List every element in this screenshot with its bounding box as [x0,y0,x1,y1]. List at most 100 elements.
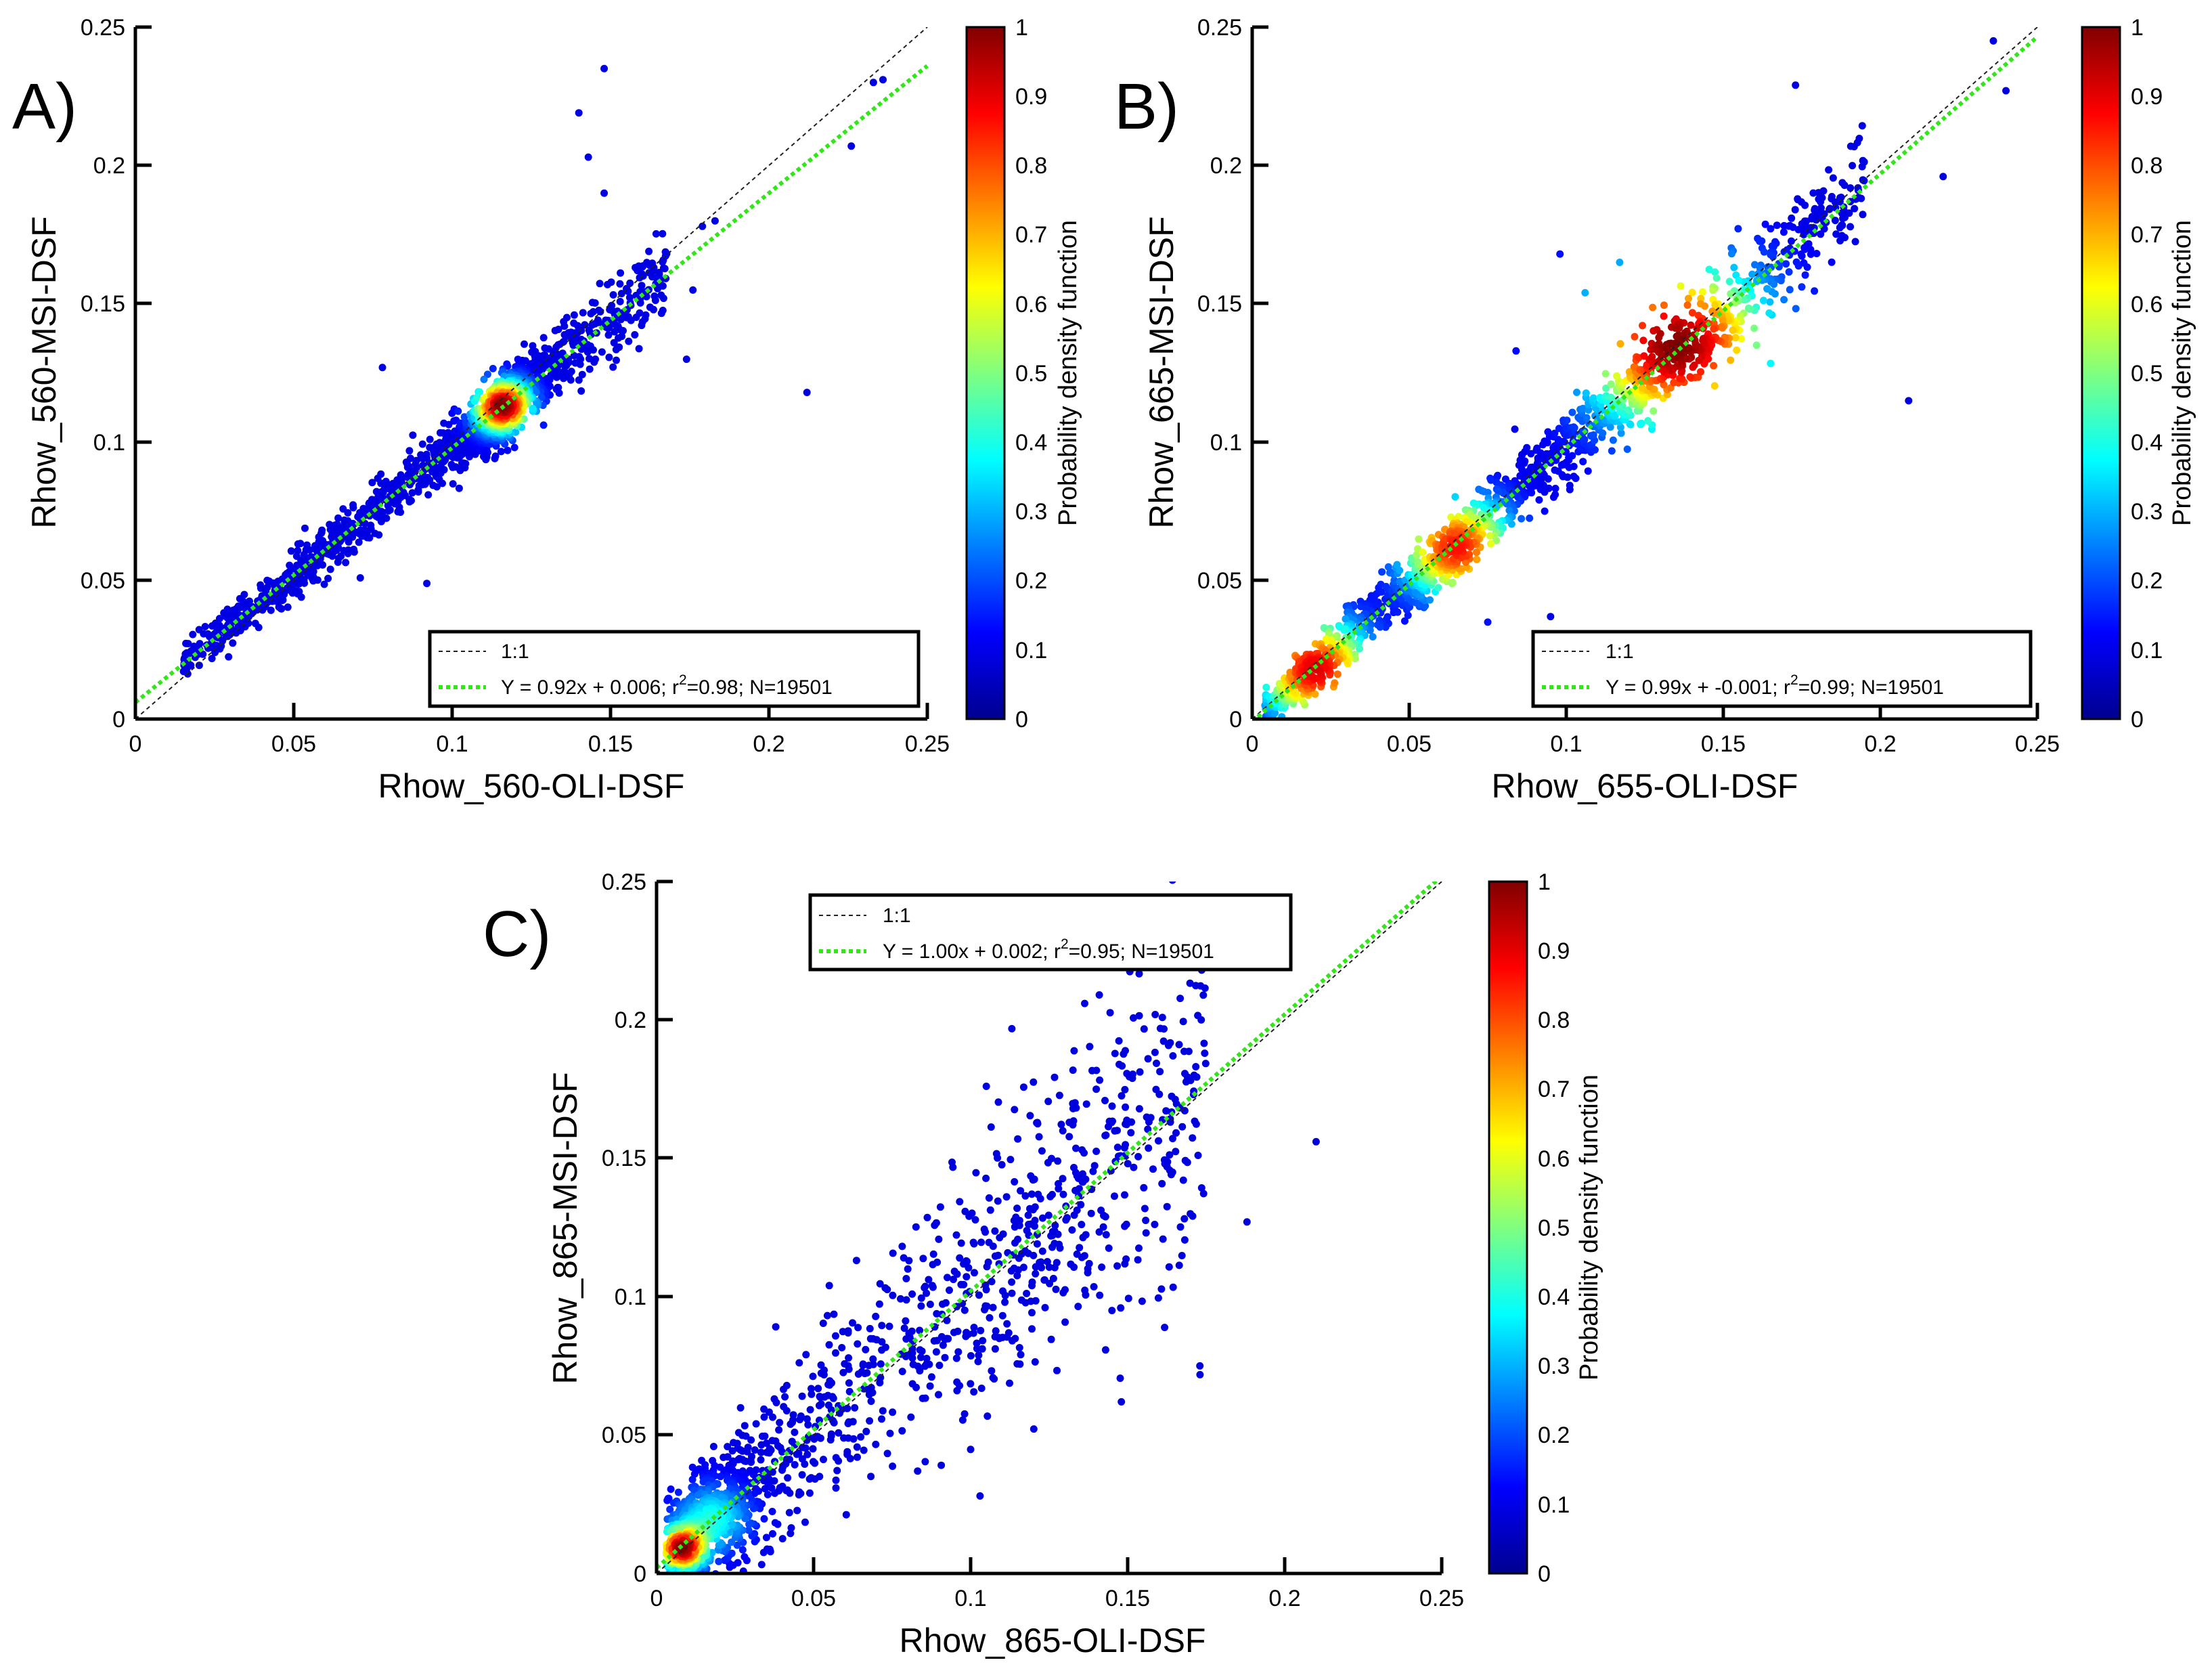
panel-c-data-point [1040,1276,1048,1284]
panel-a-data-point [259,606,267,614]
panel-c-data-point [1087,1209,1095,1217]
panel-b-data-point [1480,487,1488,496]
panel-a-data-point [215,615,223,623]
panel-c-data-point [740,1457,749,1465]
panel-c-data-point [1140,1183,1148,1192]
panel-c-data-point [866,1334,875,1343]
panel-c-data-point [1076,1244,1084,1252]
panel-a-data-point [635,345,643,353]
panel-c-data-point [692,1588,699,1595]
panel-c-data-point [840,1434,847,1442]
panel-a-data-point [588,299,596,307]
panel-a-data-point [657,291,665,299]
panel-c-data-point [946,1286,953,1295]
panel-c-data-point [827,1406,835,1414]
panel-a-cbtick-5: 0.5 [1015,361,1047,387]
panel-a-data-point [395,503,403,511]
panel-a-data-point [371,529,379,538]
panel-c-data-point [1108,1102,1116,1110]
panel-b-data-point [1486,531,1494,540]
panel-b-data-point [1701,302,1709,310]
panel-b-data-point [1688,288,1696,297]
panel-c-data-point [902,1275,910,1282]
panel-b-data-point [1729,326,1737,334]
panel-c-data-point [715,1557,723,1565]
panel-a-data-point [659,256,667,264]
panel-c-data-point [808,1385,815,1393]
panel-a-data-point [349,533,357,541]
panel-a-data-point [424,491,433,499]
panel-b-data-point [1568,452,1576,460]
panel-a-data-point [455,484,463,492]
panel-a-data-point [301,524,309,532]
panel-b-data-point [1695,356,1703,364]
panel-c-data-point [1152,1085,1160,1093]
panel-b-data-point [1767,360,1775,368]
panel-c-data-point [1073,1250,1081,1258]
panel-c-data-point [1161,1324,1169,1332]
panel-c-data-point [898,1427,906,1435]
panel-c-data-point [973,1339,981,1347]
panel-a-data-point [510,443,518,452]
panel-c-data-point [883,1450,891,1458]
panel-c-data-point [1111,1192,1118,1200]
panel-b-data-point [1671,342,1678,350]
panel-b-cbtick-7: 0.7 [2131,222,2163,248]
panel-c-data-point [961,1207,969,1215]
panel-c-data-point [669,1594,676,1602]
panel-c-data-point [1156,1024,1164,1033]
panel-a-data-point [611,328,619,336]
panel-b-data-point [1710,325,1718,333]
panel-b-data-point [1779,228,1788,236]
panel-b-data-point [1756,237,1764,245]
panel-c-data-point [1136,1068,1144,1076]
panel-c-data-point [805,1475,814,1483]
panel-a-data-point [208,622,216,630]
panel-c-data-point [1090,1162,1099,1170]
panel-c-data-point [967,1380,975,1388]
panel-b-data-point [1549,493,1557,501]
panel-a-data-point [184,640,192,648]
panel-c-data-point [1047,1335,1055,1343]
panel-c-data-point [678,1610,685,1617]
panel-b-data-point [1693,324,1701,332]
panel-a-colorbar-label: Probability density function [1054,220,1082,526]
panel-c-data-point [1068,1226,1076,1234]
panel-a-data-point [350,548,358,556]
panel-a-data-point [585,355,594,363]
panel-c-data-point [1095,991,1103,999]
panel-c-data-point [1069,1121,1077,1129]
panel-c-data-point [1043,1258,1051,1265]
panel-a-data-point [336,538,344,546]
panel-c-data-point [760,1515,768,1523]
panel-b-data-point [1727,250,1735,258]
panel-b-data-point [1725,278,1733,286]
panel-c-data-point [1026,1112,1034,1120]
panel-c-data-point [1059,1288,1067,1297]
panel-b-data-point [1717,323,1725,331]
panel-c-data-point [671,1578,678,1585]
panel-b-data-point [1801,201,1809,209]
panel-c-data-point [877,1360,885,1368]
panel-b-data-point [1618,402,1627,410]
panel-b-data-point [1840,181,1849,190]
panel-b-xtick-2: 0.1 [1550,731,1582,757]
panel-c-data-point [665,1494,673,1502]
panel-a-data-point [638,322,646,330]
panel-a-data-point [847,142,856,150]
panel-a-data-point [570,319,578,327]
panel-a-data-point [537,393,546,401]
panel-c-data-point [687,1599,694,1607]
panel-c-data-point [672,1581,680,1588]
panel-c-data-point [824,1381,833,1389]
panel-c-data-point [1073,1172,1081,1180]
panel-b-data-point [1801,271,1809,279]
panel-b-data-point [1357,603,1365,611]
panel-c-data-point [976,1492,984,1500]
panel-c-data-point [1105,1244,1113,1252]
panel-b-data-point [1829,174,1837,182]
panel-c-data-point [757,1456,765,1464]
panel-b-legend: 1:1 Y = 0.99x + -0.001; r2=0.99; N=19501 [1531,630,2033,708]
panel-b-cbtick-3: 0.3 [2131,499,2163,525]
panel-c-data-point [929,1250,937,1258]
